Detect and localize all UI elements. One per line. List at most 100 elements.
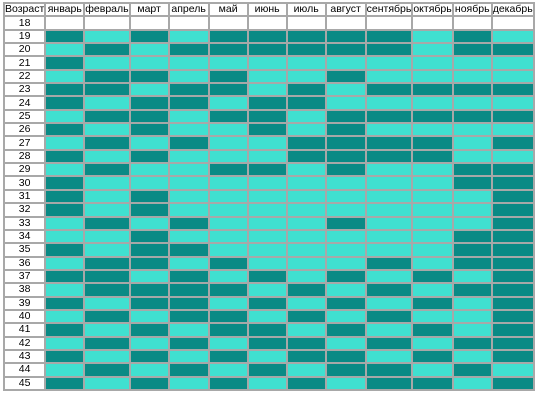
calendar-cell bbox=[326, 177, 365, 189]
calendar-cell bbox=[130, 324, 168, 336]
calendar-cell bbox=[287, 204, 325, 216]
calendar-cell bbox=[209, 57, 247, 69]
calendar-cell bbox=[326, 230, 365, 243]
calendar-cell bbox=[326, 44, 365, 56]
calendar-cell bbox=[169, 110, 208, 123]
table-row: 18 bbox=[5, 17, 533, 29]
calendar-cell bbox=[209, 204, 247, 216]
calendar-cell bbox=[453, 164, 491, 176]
header-row: Возраст январь февраль март апрель май и… bbox=[5, 4, 533, 16]
calendar-cell bbox=[248, 337, 286, 349]
calendar-cell bbox=[366, 137, 412, 149]
calendar-cell bbox=[46, 150, 84, 163]
calendar-cell bbox=[366, 84, 412, 96]
calendar-cell bbox=[85, 217, 129, 229]
calendar-cell bbox=[130, 337, 168, 349]
calendar-cell bbox=[453, 230, 491, 243]
month-header-march: март bbox=[130, 4, 168, 16]
calendar-cell bbox=[46, 110, 84, 123]
age-cell: 42 bbox=[5, 337, 45, 349]
calendar-cell bbox=[130, 97, 168, 109]
calendar-cell bbox=[209, 110, 247, 123]
calendar-cell bbox=[248, 270, 286, 283]
calendar-cell bbox=[85, 244, 129, 256]
calendar-cell bbox=[492, 44, 533, 56]
calendar-cell bbox=[366, 377, 412, 389]
calendar-cell bbox=[209, 30, 247, 43]
calendar-cell bbox=[85, 124, 129, 136]
calendar-cell bbox=[413, 230, 452, 243]
calendar-cell bbox=[169, 230, 208, 243]
calendar-cell bbox=[492, 190, 533, 203]
calendar-cell bbox=[46, 377, 84, 389]
calendar-cell bbox=[85, 17, 129, 29]
age-cell: 23 bbox=[5, 84, 45, 96]
calendar-cell bbox=[248, 244, 286, 256]
calendar-cell bbox=[326, 150, 365, 163]
calendar-cell bbox=[46, 297, 84, 309]
calendar-cell bbox=[413, 84, 452, 96]
month-header-december: декабрь bbox=[492, 4, 533, 16]
calendar-cell bbox=[453, 30, 491, 43]
calendar-cell bbox=[366, 17, 412, 29]
calendar-cell bbox=[287, 124, 325, 136]
calendar-cell bbox=[413, 110, 452, 123]
age-cell: 31 bbox=[5, 190, 45, 203]
calendar-cell bbox=[169, 17, 208, 29]
calendar-cell bbox=[366, 70, 412, 83]
calendar-cell bbox=[413, 177, 452, 189]
calendar-cell bbox=[248, 284, 286, 296]
calendar-cell bbox=[248, 310, 286, 323]
calendar-cell bbox=[413, 337, 452, 349]
calendar-cell bbox=[85, 324, 129, 336]
calendar-cell bbox=[209, 337, 247, 349]
calendar-cell bbox=[413, 44, 452, 56]
calendar-cell bbox=[130, 377, 168, 389]
calendar-cell bbox=[413, 164, 452, 176]
calendar-cell bbox=[248, 164, 286, 176]
calendar-cell bbox=[209, 350, 247, 363]
calendar-cell bbox=[85, 97, 129, 109]
calendar-cell bbox=[130, 150, 168, 163]
calendar-cell bbox=[492, 244, 533, 256]
calendar-cell bbox=[248, 257, 286, 269]
calendar-cell bbox=[85, 177, 129, 189]
calendar-cell bbox=[85, 257, 129, 269]
calendar-cell bbox=[453, 270, 491, 283]
table-row: 35 bbox=[5, 244, 533, 256]
calendar-cell bbox=[413, 97, 452, 109]
calendar-cell bbox=[326, 244, 365, 256]
calendar-cell bbox=[209, 257, 247, 269]
calendar-cell bbox=[453, 110, 491, 123]
calendar-cell bbox=[248, 17, 286, 29]
calendar-cell bbox=[413, 150, 452, 163]
calendar-cell bbox=[169, 297, 208, 309]
calendar-cell bbox=[287, 57, 325, 69]
age-cell: 32 bbox=[5, 204, 45, 216]
calendar-cell bbox=[169, 164, 208, 176]
calendar-cell bbox=[85, 164, 129, 176]
calendar-cell bbox=[169, 57, 208, 69]
calendar-cell bbox=[209, 244, 247, 256]
calendar-cell bbox=[326, 57, 365, 69]
calendar-cell bbox=[46, 164, 84, 176]
age-cell: 24 bbox=[5, 97, 45, 109]
calendar-cell bbox=[326, 324, 365, 336]
calendar-cell bbox=[366, 230, 412, 243]
calendar-cell bbox=[453, 97, 491, 109]
calendar-cell bbox=[453, 190, 491, 203]
calendar-cell bbox=[413, 70, 452, 83]
calendar-cell bbox=[46, 97, 84, 109]
calendar-cell bbox=[248, 30, 286, 43]
calendar-cell bbox=[413, 310, 452, 323]
calendar-cell bbox=[492, 164, 533, 176]
table-row: 20 bbox=[5, 44, 533, 56]
calendar-cell bbox=[492, 17, 533, 29]
calendar-cell bbox=[209, 84, 247, 96]
calendar-cell bbox=[248, 324, 286, 336]
calendar-cell bbox=[130, 17, 168, 29]
calendar-cell bbox=[366, 44, 412, 56]
table-row: 29 bbox=[5, 164, 533, 176]
calendar-cell bbox=[492, 217, 533, 229]
calendar-cell bbox=[453, 244, 491, 256]
